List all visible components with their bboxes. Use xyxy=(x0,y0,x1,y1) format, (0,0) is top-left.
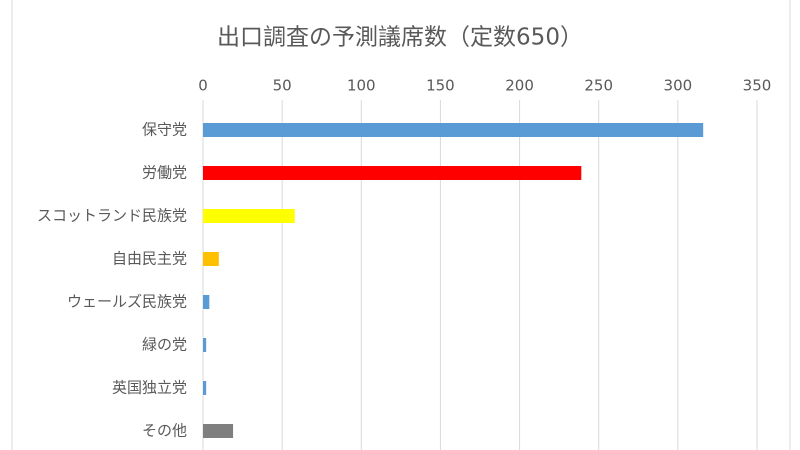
bar xyxy=(203,424,234,438)
x-tick-label: 350 xyxy=(743,77,772,95)
x-tick-label: 150 xyxy=(426,77,455,95)
y-tick-label: 緑の党 xyxy=(142,336,187,354)
bar xyxy=(203,166,582,180)
y-tick-label: 労働党 xyxy=(142,164,187,182)
bar xyxy=(203,381,207,395)
bar xyxy=(203,209,295,223)
x-tick-label: 200 xyxy=(505,77,534,95)
chart-border xyxy=(11,0,791,450)
x-tick-label: 300 xyxy=(664,77,693,95)
y-tick-label: その他 xyxy=(142,422,187,440)
y-tick-label: 自由民主党 xyxy=(112,250,187,268)
x-tick-label: 0 xyxy=(198,77,208,95)
x-tick-label: 250 xyxy=(584,77,613,95)
x-tick-label: 100 xyxy=(347,77,376,95)
chart-title: 出口調査の予測議席数（定数650） xyxy=(217,25,583,51)
bar xyxy=(203,123,704,137)
y-tick-label: スコットランド民族党 xyxy=(37,207,187,225)
y-tick-label: 英国独立党 xyxy=(112,379,187,397)
bar xyxy=(203,338,207,352)
bar xyxy=(203,252,219,266)
y-tick-label: ウェールズ民族党 xyxy=(67,293,187,311)
x-tick-label: 50 xyxy=(273,77,292,95)
y-tick-label: 保守党 xyxy=(142,121,187,139)
bar xyxy=(203,295,210,309)
